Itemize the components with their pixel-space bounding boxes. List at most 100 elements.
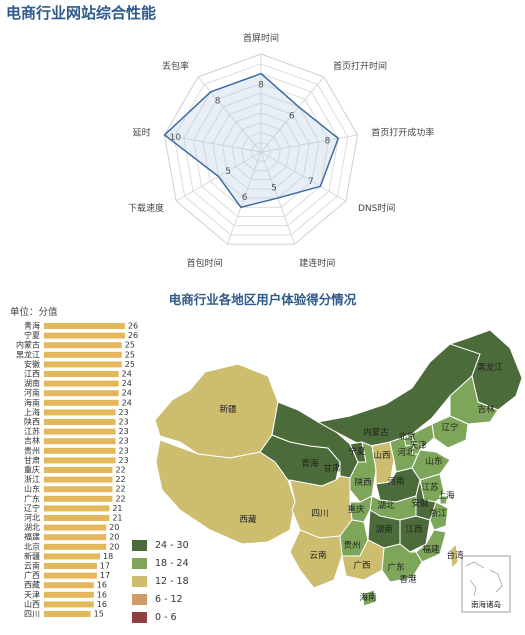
bar-category-label: 青海 <box>24 321 40 331</box>
bar-category-label: 海南 <box>24 397 40 407</box>
bar <box>44 380 119 387</box>
bar <box>44 515 110 521</box>
bar <box>44 428 116 435</box>
map-province-label: 广东 <box>387 562 404 573</box>
bar <box>44 601 94 608</box>
radar-axis-label: 首页打开成功率 <box>371 127 434 139</box>
radar-spoke <box>164 134 262 153</box>
map-province-label: 云南 <box>309 550 326 561</box>
radar-value-label: 8 <box>215 96 221 106</box>
radar-axis-label: 首页打开时间 <box>333 60 387 72</box>
radar-spoke <box>197 76 262 153</box>
bar-value-label: 22 <box>115 494 125 503</box>
bar-category-label: 山西 <box>24 599 40 609</box>
bar <box>44 543 107 550</box>
legend-label: 12 - 18 <box>155 575 189 587</box>
bar <box>44 323 125 329</box>
bar-value-label: 25 <box>125 360 135 369</box>
map-region-guangdong <box>381 543 423 583</box>
radar-value-label: 6 <box>289 111 295 121</box>
map-province-label: 辽宁 <box>441 422 458 433</box>
map-region-heilongjiang <box>448 330 523 411</box>
legend-label: 18 - 24 <box>155 557 189 569</box>
radar-spoke <box>227 151 262 245</box>
map-province-label: 甘肃 <box>323 463 341 474</box>
bar <box>44 371 119 377</box>
legend-label: 0 - 6 <box>155 611 177 623</box>
bar-category-label: 四川 <box>24 610 40 619</box>
map-province-label: 黑龙江 <box>477 362 503 373</box>
bar <box>44 399 119 406</box>
bar-category-label: 西藏 <box>24 580 40 590</box>
bar-value-label: 22 <box>115 485 125 494</box>
radar-axis-label: 首包时间 <box>187 257 223 269</box>
page-title: 电商行业网站综合性能 <box>6 4 157 22</box>
map-province-label: 河南 <box>387 476 404 487</box>
radar-axis-label: 丢包率 <box>162 60 189 72</box>
radar-axis-label: DNS时间 <box>358 202 395 214</box>
radar-axis-label: 首屏时间 <box>243 32 279 44</box>
bar <box>44 351 122 358</box>
bar <box>44 342 122 349</box>
bar-value-label: 18 <box>103 552 113 561</box>
bar-value-label: 16 <box>97 600 107 609</box>
bar-category-label: 宁夏 <box>24 330 40 340</box>
unit-label: 单位：分值 <box>10 307 58 318</box>
bar-value-label: 16 <box>97 590 107 599</box>
legend-item: 24 - 30 <box>132 536 189 554</box>
bar-category-label: 云南 <box>24 561 40 571</box>
bar-category-label: 河南 <box>24 388 40 398</box>
bar-value-label: 24 <box>122 379 132 388</box>
bar-category-label: 河北 <box>24 513 40 523</box>
radar-value-label: 5 <box>225 167 231 177</box>
bar-category-label: 新疆 <box>24 551 40 561</box>
radar-grid-ring <box>192 82 330 217</box>
bar-category-label: 天津 <box>24 589 40 599</box>
map-province-label: 贵州 <box>343 540 360 551</box>
radar-axis-label: 建连时间 <box>299 257 335 269</box>
bar-category-label: 内蒙古 <box>16 340 40 350</box>
map-region-xizang <box>155 439 296 545</box>
bar-value-label: 24 <box>122 398 132 407</box>
bar-value-label: 25 <box>125 341 135 350</box>
map-province-label: 上海 <box>437 490 455 501</box>
radar-axis-label: 下载速度 <box>128 202 164 214</box>
radar-value-label: 7 <box>308 177 314 187</box>
legend-swatch <box>132 575 147 587</box>
bar <box>44 591 94 598</box>
bar-category-label: 湖北 <box>24 523 40 532</box>
legend-label: 6 - 12 <box>155 593 183 605</box>
bar-value-label: 15 <box>94 610 104 619</box>
bar-value-label: 23 <box>119 408 129 417</box>
south-china-sea-inset <box>461 555 511 613</box>
radar-value-label: 10 <box>170 133 182 143</box>
bar-value-label: 16 <box>97 581 107 590</box>
bar-category-label: 吉林 <box>24 436 40 446</box>
bar <box>44 447 116 454</box>
bar-value-label: 25 <box>125 350 135 359</box>
legend-item: 0 - 6 <box>132 608 189 626</box>
bar-value-label: 21 <box>112 514 122 523</box>
bar-value-label: 17 <box>100 562 110 571</box>
inset-coastline <box>465 561 503 597</box>
bar-value-label: 22 <box>115 475 125 484</box>
bar <box>44 534 107 541</box>
bar-value-label: 23 <box>119 418 129 427</box>
map-province-label: 内蒙古 <box>363 427 389 438</box>
map-province-label: 江西 <box>405 525 422 535</box>
bar-value-label: 24 <box>122 370 132 379</box>
bar-value-label: 22 <box>115 466 125 475</box>
map-province-label: 陕西 <box>354 477 371 488</box>
map-province-label: 山东 <box>425 456 442 467</box>
map-province-label: 福建 <box>422 544 440 555</box>
radar-grid-ring <box>183 73 339 227</box>
bar-category-label: 北京 <box>24 541 40 551</box>
bar <box>44 486 113 493</box>
bar-value-label: 23 <box>119 456 129 465</box>
radar-spoke <box>260 76 325 153</box>
legend-item: 18 - 24 <box>132 554 189 572</box>
radar-axis-label: 延时 <box>133 127 151 139</box>
bar-value-label: 23 <box>119 437 129 446</box>
map-province-label: 湖北 <box>377 501 395 511</box>
bar <box>44 361 122 368</box>
